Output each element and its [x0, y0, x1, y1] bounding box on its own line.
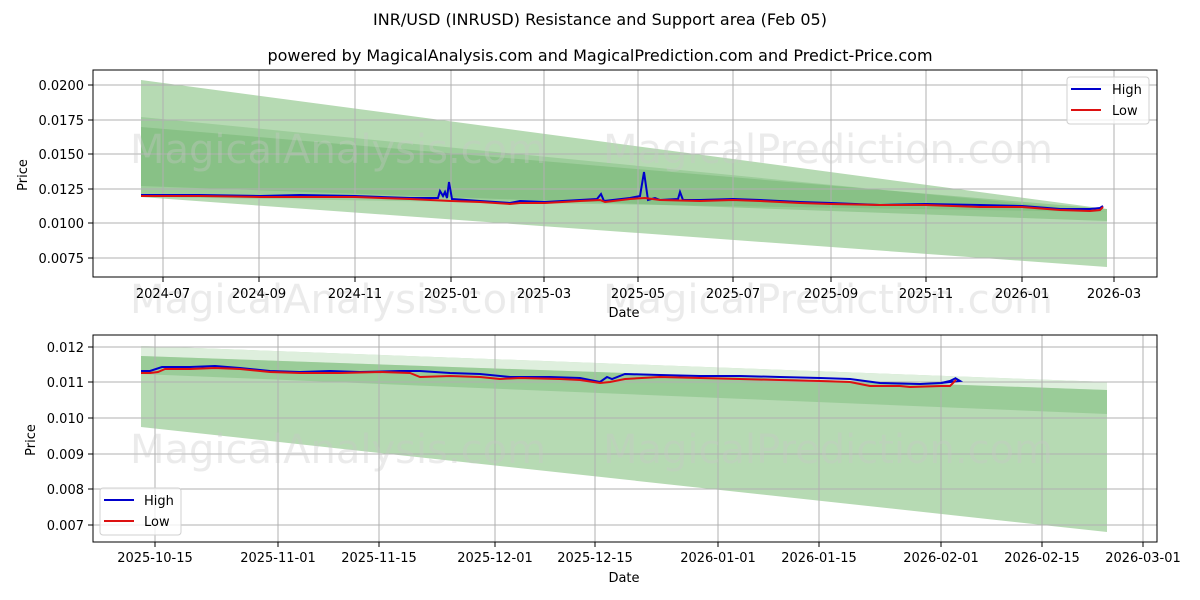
svg-text:2026-01: 2026-01: [995, 287, 1049, 302]
svg-text:2025-10-15: 2025-10-15: [117, 551, 193, 566]
top-y-axis-label: Price: [16, 159, 31, 191]
svg-text:0.008: 0.008: [47, 483, 84, 498]
bottom-axes-frame: [92, 334, 1158, 543]
svg-text:0.010: 0.010: [47, 412, 84, 427]
svg-text:2025-07: 2025-07: [706, 287, 760, 302]
svg-text:2024-07: 2024-07: [136, 287, 190, 302]
watermark-magicalanalysis-2: MagicalAnalysis.com: [130, 277, 546, 323]
watermark-magicalprediction-3: MagicalPrediction.com: [603, 427, 1053, 473]
top-x-ticks: 2024-07 2024-09 2024-11 2025-01 2025-03 …: [136, 277, 1141, 302]
watermark-magicalprediction-2: MagicalPrediction.com: [603, 277, 1053, 323]
top-y-ticks: 0.0200 0.0175 0.0150 0.0125 0.0100 0.007…: [39, 79, 93, 267]
top-band-inner: [141, 127, 1107, 221]
bottom-high-line-end: [940, 377, 957, 384]
legend-high-label: High: [1112, 83, 1142, 98]
svg-text:2026-01-15: 2026-01-15: [781, 551, 857, 566]
top-legend: High Low: [1066, 76, 1150, 125]
top-x-axis-label: Date: [608, 306, 639, 321]
top-chart: MagicalAnalysis.com MagicalPrediction.co…: [16, 69, 1158, 323]
svg-text:2026-03: 2026-03: [1087, 287, 1141, 302]
svg-text:2025-01: 2025-01: [424, 287, 478, 302]
svg-text:0.0125: 0.0125: [39, 183, 85, 198]
svg-text:2026-02-15: 2026-02-15: [1004, 551, 1080, 566]
top-axes-frame: [92, 69, 1158, 278]
svg-text:0.009: 0.009: [47, 448, 84, 463]
svg-text:0.0175: 0.0175: [39, 114, 85, 129]
svg-text:0.0075: 0.0075: [39, 252, 85, 267]
svg-text:2025-12-01: 2025-12-01: [457, 551, 533, 566]
watermark-magicalanalysis-3: MagicalAnalysis.com: [130, 427, 546, 473]
svg-text:0.012: 0.012: [47, 341, 84, 356]
svg-text:0.0100: 0.0100: [39, 217, 85, 232]
bottom-legend: High Low: [99, 487, 182, 536]
bottom-x-axis-label: Date: [608, 571, 639, 586]
svg-text:2026-02-01: 2026-02-01: [903, 551, 979, 566]
svg-text:2024-11: 2024-11: [328, 287, 382, 302]
legend-low-label-bottom: Low: [144, 515, 170, 530]
bottom-y-ticks: 0.012 0.011 0.010 0.009 0.008 0.007: [47, 341, 93, 534]
svg-text:2025-05: 2025-05: [611, 287, 665, 302]
svg-text:2025-11: 2025-11: [899, 287, 953, 302]
watermark-magicalprediction: MagicalPrediction.com: [603, 127, 1053, 173]
svg-text:2025-09: 2025-09: [804, 287, 858, 302]
svg-text:0.011: 0.011: [47, 376, 84, 391]
svg-text:2026-01-01: 2026-01-01: [680, 551, 756, 566]
svg-text:2024-09: 2024-09: [232, 287, 286, 302]
bottom-low-line: [141, 366, 957, 389]
svg-text:0.0200: 0.0200: [39, 79, 85, 94]
svg-text:0.007: 0.007: [47, 519, 84, 534]
legend-low-label: Low: [1112, 104, 1138, 119]
bottom-x-ticks: 2025-10-15 2025-11-01 2025-11-15 2025-12…: [117, 542, 1181, 566]
chart-subtitle: powered by MagicalAnalysis.com and Magic…: [267, 46, 933, 65]
top-low-line: [141, 195, 1104, 213]
svg-text:2025-11-01: 2025-11-01: [240, 551, 316, 566]
chart-title: INR/USD (INRUSD) Resistance and Support …: [373, 10, 827, 29]
bottom-y-axis-label: Price: [24, 424, 39, 456]
top-band-mid: [141, 117, 1107, 212]
svg-text:0.0150: 0.0150: [39, 148, 85, 163]
bottom-band-light-top: [141, 346, 1107, 390]
svg-text:2025-11-15: 2025-11-15: [341, 551, 417, 566]
svg-text:2026-03-01: 2026-03-01: [1105, 551, 1181, 566]
svg-text:2025-12-15: 2025-12-15: [557, 551, 633, 566]
bottom-chart: MagicalAnalysis.com MagicalPrediction.co…: [24, 334, 1181, 586]
watermark-magicalanalysis: MagicalAnalysis.com: [130, 127, 546, 173]
legend-high-label-bottom: High: [144, 494, 174, 509]
svg-text:2025-03: 2025-03: [517, 287, 571, 302]
